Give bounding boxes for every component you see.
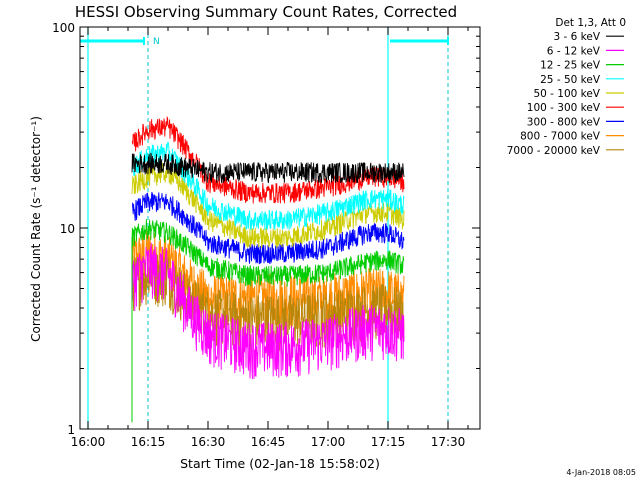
- legend-label-4: 50 - 100 keV: [533, 88, 600, 100]
- series-trace-5: [131, 116, 405, 204]
- legend-label-8: 7000 - 20000 keV: [507, 145, 601, 157]
- legend-label-6: 300 - 800 keV: [527, 116, 601, 128]
- x-axis-label: Start Time (02-Jan-18 15:58:02): [180, 456, 380, 471]
- legend-label-5: 100 - 300 keV: [527, 102, 601, 114]
- x-tick-label-6: 17:30: [431, 435, 466, 449]
- y-tick-label-0: 1: [67, 423, 75, 437]
- footer-date: 4-Jan-2018 08:05: [566, 468, 636, 477]
- axes-layer: 16:00 16:15 16:30 16:45 17:00 17:15 17:30 1 10 10…: [52, 21, 481, 449]
- legend-label-1: 6 - 12 keV: [547, 45, 601, 57]
- x-tick-label-5: 17:15: [371, 435, 406, 449]
- plot-frame: [79, 26, 481, 430]
- night-label: N: [153, 37, 160, 47]
- series-layer: [131, 116, 405, 423]
- chart-title: HESSI Observing Summary Count Rates, Cor…: [75, 3, 457, 21]
- x-tick-label-0: 16:00: [71, 435, 106, 449]
- y-axis-label: Corrected Count Rate (s⁻¹ detector⁻¹): [29, 116, 43, 342]
- y-tick-label-2: 100: [52, 21, 75, 35]
- x-tick-label-3: 16:45: [251, 435, 286, 449]
- series-trace-0: [131, 152, 405, 184]
- legend-label-3: 25 - 50 keV: [540, 74, 601, 86]
- series-trace-3: [131, 141, 405, 231]
- legend-label-0: 3 - 6 keV: [553, 31, 600, 43]
- series-trace-2: [131, 218, 405, 287]
- legend-title: Det 1,3, Att 0: [555, 17, 626, 29]
- y-tick-label-1: 10: [60, 222, 75, 236]
- series-trace-6: [131, 191, 405, 265]
- x-tick-label-4: 17:00: [311, 435, 346, 449]
- legend-label-7: 800 - 7000 keV: [520, 131, 601, 143]
- legend: Det 1,3, Att 0 3 - 6 keV 6 - 12 keV 12 - 25…: [507, 17, 626, 157]
- series-trace-1: [131, 242, 405, 380]
- x-tick-label-1: 16:15: [131, 435, 166, 449]
- x-tick-label-2: 16:30: [191, 435, 226, 449]
- legend-label-2: 12 - 25 keV: [540, 60, 601, 72]
